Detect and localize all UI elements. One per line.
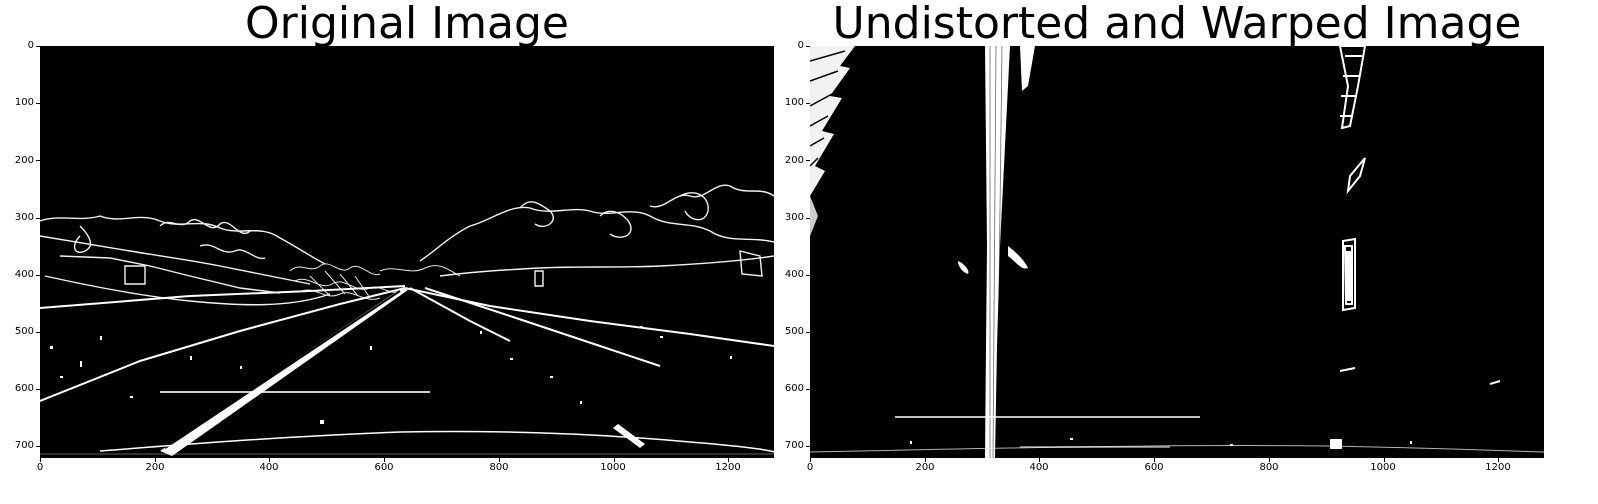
xtick-label: 1000: [1370, 462, 1396, 473]
ytick-mark: [36, 332, 40, 333]
ytick-label: 700: [14, 440, 34, 451]
original-image-axes: [40, 46, 774, 458]
ytick-mark: [806, 217, 810, 219]
ytick-mark: [806, 103, 810, 105]
ytick-label: 0: [27, 40, 34, 51]
ytick-mark: [36, 217, 40, 219]
panel-title-original: Original Image: [245, 0, 569, 49]
ytick-label: 500: [14, 326, 34, 337]
ytick-label: 0: [797, 40, 804, 51]
xtick-label: 400: [1029, 462, 1049, 473]
ytick-mark: [806, 46, 810, 47]
xtick-mark: [1039, 458, 1041, 462]
xtick-mark: [810, 458, 811, 462]
ytick-label: 100: [14, 97, 34, 108]
ytick-label: 100: [784, 97, 804, 108]
warped-image-axes: [810, 46, 1544, 458]
ytick-label: 500: [784, 326, 804, 337]
xtick-mark: [1383, 458, 1385, 462]
ytick-mark: [806, 160, 810, 162]
xtick-mark: [40, 458, 41, 462]
ytick-mark: [36, 160, 40, 162]
ytick-mark: [36, 46, 40, 47]
original-edge-image: [40, 46, 774, 458]
xtick-mark: [728, 458, 730, 462]
xtick-label: 600: [1144, 462, 1164, 473]
xtick-mark: [154, 458, 156, 462]
ytick-label: 300: [14, 212, 34, 223]
xtick-mark: [1498, 458, 1500, 462]
xtick-mark: [613, 458, 615, 462]
ytick-label: 200: [784, 155, 804, 166]
ytick-label: 400: [784, 269, 804, 280]
xtick-label: 800: [1259, 462, 1279, 473]
xtick-label: 1000: [600, 462, 626, 473]
ytick-mark: [806, 446, 810, 448]
xtick-label: 200: [145, 462, 165, 473]
xtick-label: 1200: [715, 462, 741, 473]
ytick-label: 700: [784, 440, 804, 451]
ytick-mark: [806, 389, 810, 391]
xtick-label: 400: [259, 462, 279, 473]
xtick-mark: [384, 458, 386, 462]
xtick-label: 0: [36, 462, 44, 473]
xtick-label: 800: [489, 462, 509, 473]
xtick-mark: [269, 458, 271, 462]
panel-title-warped: Undistorted and Warped Image: [832, 0, 1522, 49]
xtick-label: 600: [374, 462, 394, 473]
ytick-mark: [36, 389, 40, 391]
ytick-mark: [806, 332, 810, 333]
ytick-label: 400: [14, 269, 34, 280]
warped-edge-image: [810, 46, 1544, 458]
ytick-mark: [36, 446, 40, 448]
ytick-label: 600: [14, 383, 34, 394]
xtick-label: 200: [915, 462, 935, 473]
ytick-label: 300: [784, 212, 804, 223]
ytick-mark: [36, 274, 40, 276]
xtick-mark: [1154, 458, 1156, 462]
xtick-mark: [498, 458, 500, 462]
xtick-mark: [1268, 458, 1270, 462]
xtick-mark: [924, 458, 926, 462]
ytick-label: 200: [14, 155, 34, 166]
ytick-mark: [36, 103, 40, 105]
ytick-label: 600: [784, 383, 804, 394]
ytick-mark: [806, 274, 810, 276]
xtick-label: 1200: [1485, 462, 1511, 473]
xtick-label: 0: [806, 462, 814, 473]
